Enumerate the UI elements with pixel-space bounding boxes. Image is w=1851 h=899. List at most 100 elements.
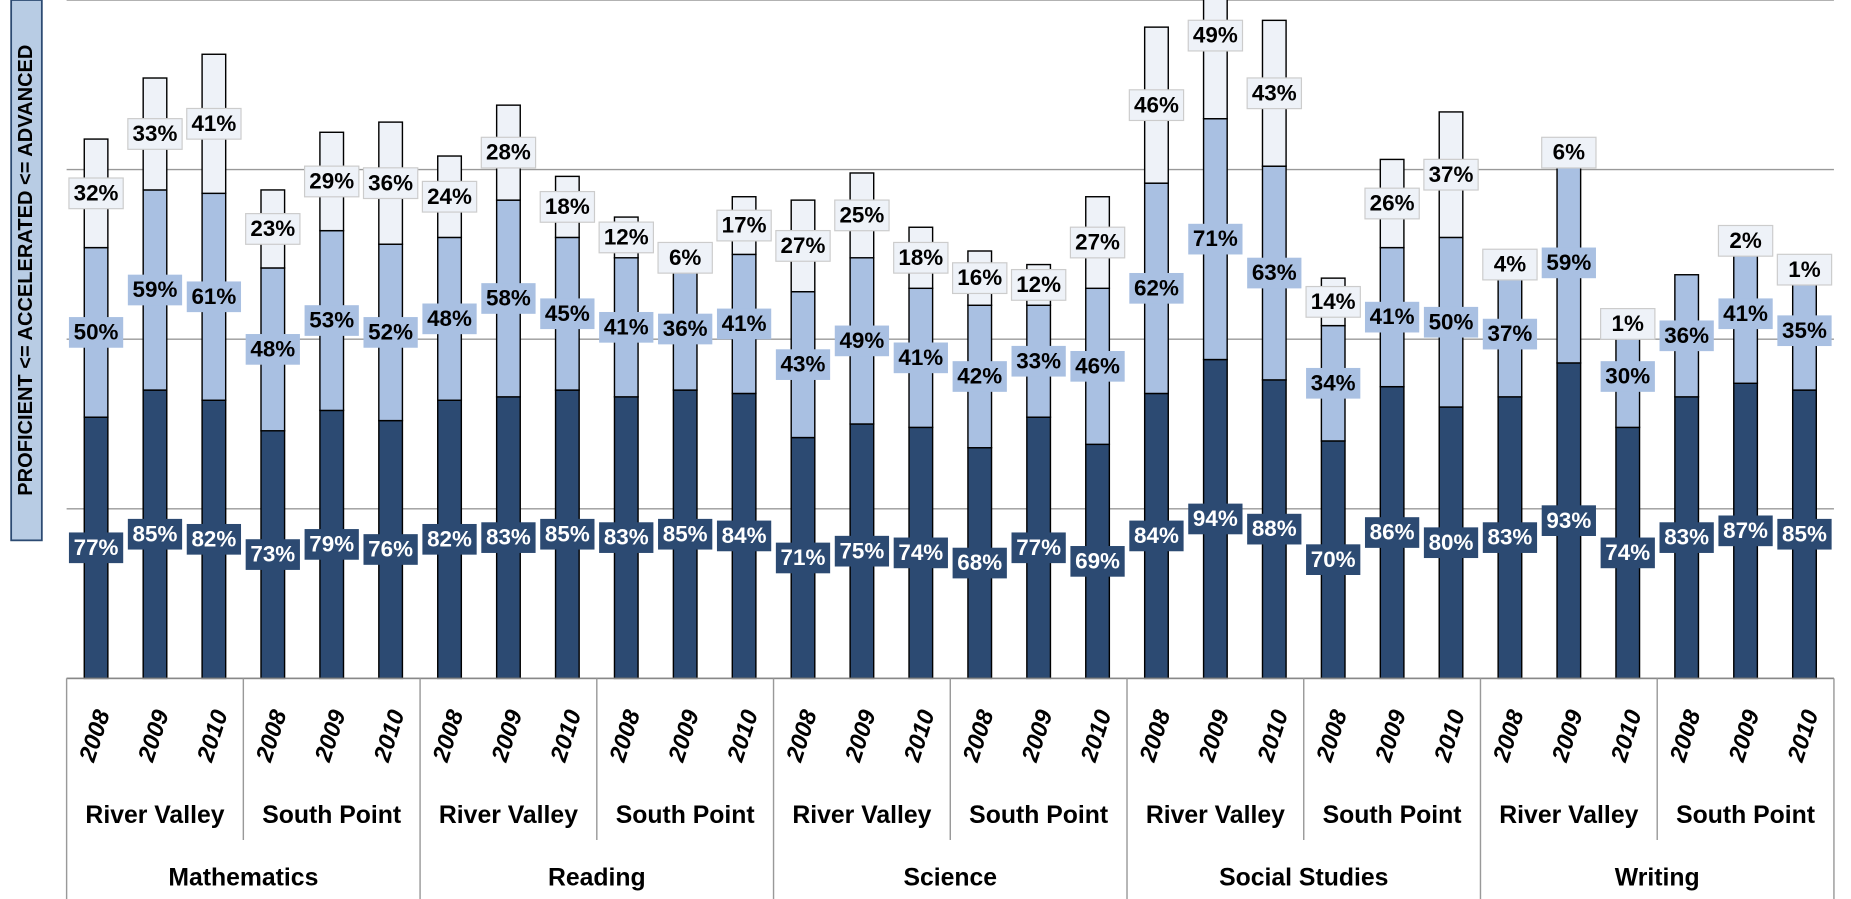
x-tick-label: 2008 <box>957 706 999 766</box>
x-tick-label: 2009 <box>486 706 528 766</box>
label-box <box>775 542 831 574</box>
data-label: 48% <box>250 336 295 361</box>
label-box <box>481 283 536 314</box>
x-tick-label: 2009 <box>663 706 705 766</box>
data-label: 6% <box>669 245 701 270</box>
data-label: 41% <box>1370 304 1415 329</box>
group-label: South Point <box>1323 802 1462 829</box>
label-box <box>1306 544 1361 576</box>
data-label: 85% <box>545 521 590 546</box>
label-box <box>304 529 359 560</box>
label-box <box>1659 320 1714 352</box>
label-box <box>1188 223 1243 255</box>
label-box <box>1364 301 1420 333</box>
data-label: 85% <box>663 521 708 546</box>
label-box <box>540 518 595 550</box>
data-label: 46% <box>1134 92 1179 117</box>
x-tick-label: 2008 <box>1134 706 1176 766</box>
data-label: 28% <box>486 140 531 165</box>
label-box <box>421 180 478 213</box>
data-label: 82% <box>427 526 472 551</box>
data-label: 59% <box>1546 250 1591 275</box>
label-box <box>1306 367 1361 399</box>
group-label: River Valley <box>1499 802 1638 829</box>
x-tick-label: 2008 <box>781 706 823 766</box>
label-box <box>1718 515 1773 547</box>
group-label: River Valley <box>1146 802 1285 829</box>
label-box <box>1305 285 1361 318</box>
data-label: 61% <box>191 284 236 309</box>
x-tick-label: 2009 <box>133 706 175 766</box>
x-tick-label: 2010 <box>1782 707 1823 766</box>
label-box <box>893 537 948 569</box>
x-tick-label: 2008 <box>1664 706 1706 766</box>
label-box <box>1070 350 1125 382</box>
data-label: 52% <box>368 320 413 345</box>
label-box <box>599 311 654 343</box>
data-label: 50% <box>74 320 119 345</box>
label-box <box>716 209 772 242</box>
data-label: 33% <box>133 121 178 146</box>
label-box <box>716 520 772 552</box>
x-tick-label: 2010 <box>1605 707 1646 766</box>
x-tick-label: 2008 <box>1311 706 1353 766</box>
x-tick-label: 2009 <box>839 706 881 766</box>
data-label: 41% <box>191 111 236 136</box>
data-label: 80% <box>1429 530 1474 555</box>
data-label: 41% <box>722 311 767 336</box>
data-label: 36% <box>368 170 413 195</box>
label-box <box>1482 248 1538 281</box>
data-label: 74% <box>898 540 943 565</box>
data-label: 59% <box>133 277 178 302</box>
x-tick-label: 2009 <box>1016 706 1058 766</box>
label-box <box>127 118 183 150</box>
x-tick-label: 2010 <box>1075 707 1116 766</box>
label-box <box>1246 77 1303 110</box>
data-label: 23% <box>250 216 295 241</box>
data-label: 26% <box>1370 191 1415 216</box>
label-box <box>952 262 1008 295</box>
data-label: 18% <box>898 245 943 270</box>
label-box <box>1717 224 1774 257</box>
label-box <box>1600 361 1655 392</box>
subject-label: Writing <box>1615 864 1700 891</box>
data-label: 79% <box>309 532 354 557</box>
label-box <box>245 539 300 570</box>
label-box <box>68 532 124 564</box>
data-label: 43% <box>781 352 826 377</box>
data-label: 85% <box>1782 521 1827 546</box>
data-label: 82% <box>191 526 236 551</box>
label-box <box>1070 546 1125 577</box>
label-box <box>245 213 301 245</box>
label-box <box>422 523 477 555</box>
label-box <box>1364 187 1420 220</box>
data-label: 85% <box>133 521 178 546</box>
data-label: 83% <box>1664 525 1709 550</box>
data-label: 37% <box>1429 162 1474 187</box>
label-box <box>834 535 890 567</box>
data-label: 14% <box>1311 289 1356 314</box>
data-label: 29% <box>309 169 354 194</box>
label-box <box>245 334 300 365</box>
label-box <box>362 167 419 200</box>
x-tick-label: 2009 <box>1193 706 1235 766</box>
data-label: 46% <box>1075 353 1120 378</box>
group-label: South Point <box>969 802 1108 829</box>
label-box <box>480 136 537 169</box>
label-box <box>1011 345 1066 377</box>
data-label: 58% <box>486 286 531 311</box>
data-label: 41% <box>604 314 649 339</box>
data-label: 1% <box>1612 311 1644 336</box>
label-box <box>1010 268 1067 301</box>
label-box <box>657 241 713 274</box>
label-box <box>303 165 360 198</box>
group-label: River Valley <box>85 802 224 829</box>
label-box <box>1423 306 1479 338</box>
data-label: 37% <box>1487 321 1532 346</box>
data-label: 6% <box>1553 140 1585 165</box>
data-label: 4% <box>1494 252 1526 277</box>
group-label: River Valley <box>792 802 931 829</box>
data-label: 49% <box>1193 23 1238 48</box>
label-box <box>1128 89 1185 122</box>
data-label: 41% <box>1723 301 1768 326</box>
